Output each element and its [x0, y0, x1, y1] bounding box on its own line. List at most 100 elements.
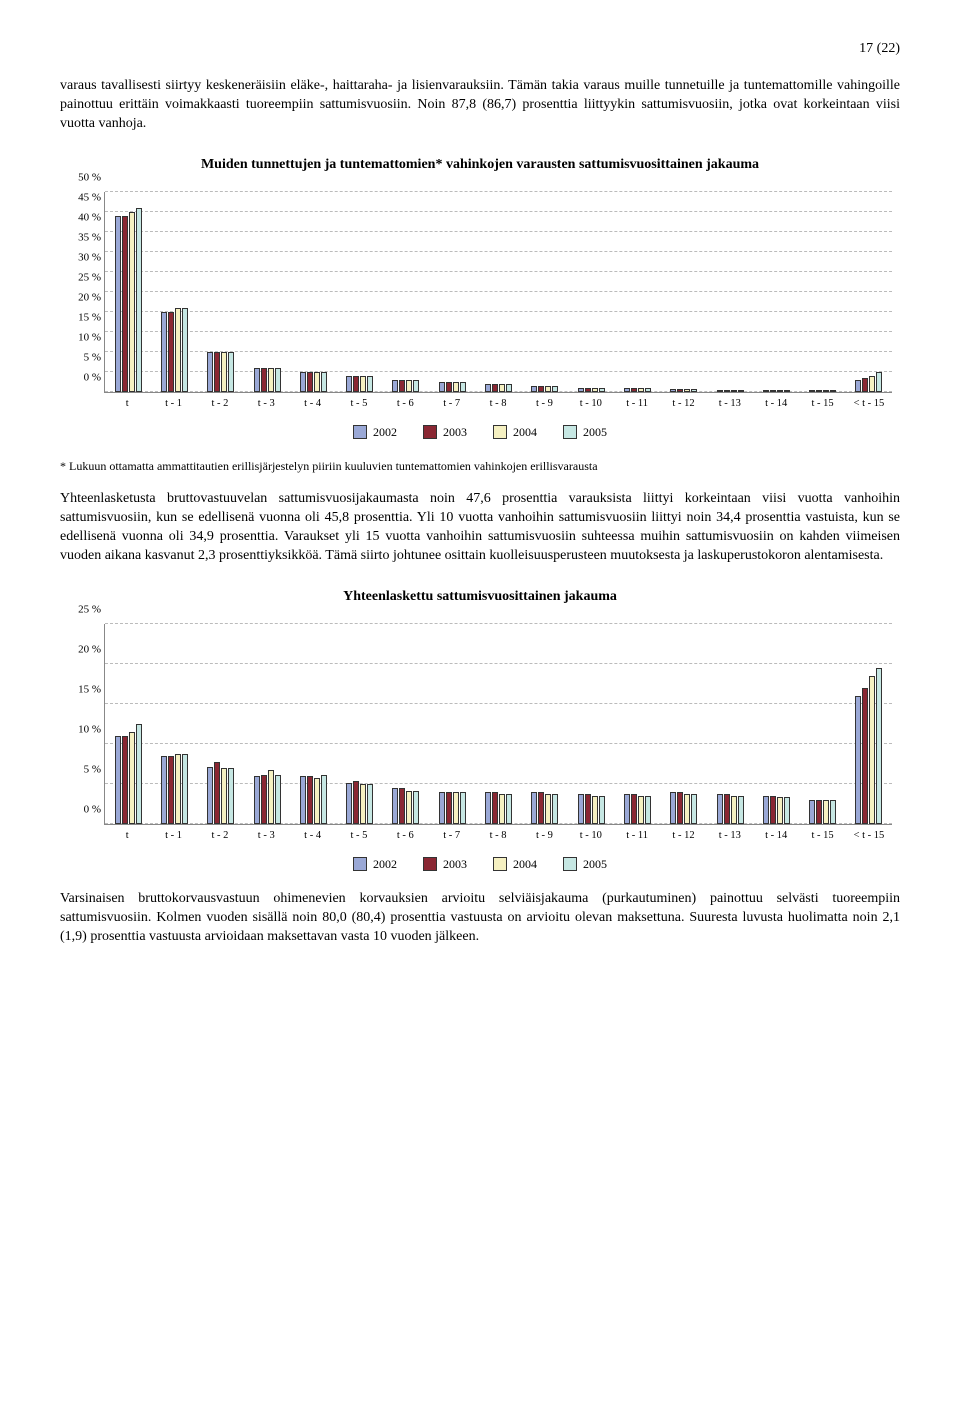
bar [314, 372, 320, 392]
bar [862, 688, 868, 824]
x-axis-label: t [104, 397, 150, 411]
bar [876, 372, 882, 392]
legend-swatch [493, 425, 507, 439]
bar [439, 382, 445, 392]
bar-group [614, 624, 660, 824]
bar [254, 776, 260, 824]
bar [446, 792, 452, 824]
bar [631, 388, 637, 392]
x-axis-label: t - 11 [614, 397, 660, 411]
bar [531, 386, 537, 392]
bar [763, 796, 769, 824]
bar-group [383, 192, 429, 392]
paragraph-final: Varsinaisen bruttokorvausvastuun ohimene… [60, 890, 900, 947]
bar [129, 212, 135, 392]
legend-swatch [493, 857, 507, 871]
y-axis-label: 25 % [61, 602, 101, 617]
bar [453, 382, 459, 392]
x-axis-label: t - 14 [753, 829, 799, 843]
bar [353, 781, 359, 824]
bar [724, 794, 730, 824]
y-axis-label: 0 % [61, 370, 101, 385]
bar [724, 390, 730, 392]
bar [684, 794, 690, 824]
bar [168, 312, 174, 392]
y-axis-label: 50 % [61, 170, 101, 185]
bar [578, 794, 584, 824]
bar [214, 762, 220, 824]
bar [392, 380, 398, 392]
chart2-title: Yhteenlaskettu sattumisvuosittainen jaka… [60, 588, 900, 607]
bar [592, 796, 598, 825]
legend-swatch [353, 857, 367, 871]
bar [677, 389, 683, 392]
x-axis-label: t - 2 [197, 397, 243, 411]
y-axis-label: 40 % [61, 210, 101, 225]
y-axis-label: 25 % [61, 270, 101, 285]
bar [214, 352, 220, 392]
legend-swatch [563, 857, 577, 871]
bar [115, 736, 121, 824]
bar [816, 800, 822, 824]
x-axis-label: t - 3 [243, 397, 289, 411]
bar [592, 388, 598, 393]
legend-label: 2003 [443, 424, 467, 440]
bar [175, 754, 181, 824]
bar [453, 792, 459, 824]
bar-group [151, 624, 197, 824]
x-axis-label: t - 5 [336, 397, 382, 411]
bar [585, 794, 591, 824]
bar-group [799, 192, 845, 392]
bar [406, 791, 412, 825]
bar-group [707, 192, 753, 392]
bar [684, 389, 690, 392]
bar [485, 792, 491, 824]
x-axis-label: t - 9 [521, 829, 567, 843]
legend-swatch [353, 425, 367, 439]
bar [784, 797, 790, 824]
x-axis-label: t - 15 [799, 829, 845, 843]
y-axis-label: 10 % [61, 330, 101, 345]
bar [763, 390, 769, 392]
y-axis-label: 45 % [61, 190, 101, 205]
bar [182, 754, 188, 824]
page-number: 17 (22) [60, 40, 900, 59]
bar [122, 216, 128, 392]
bar [321, 372, 327, 392]
bar [691, 794, 697, 824]
legend-swatch [423, 857, 437, 871]
bar [307, 776, 313, 824]
bar-group [522, 192, 568, 392]
bar-group [846, 624, 892, 824]
bar [823, 390, 829, 392]
x-axis-label: t - 10 [568, 829, 614, 843]
bar [122, 736, 128, 824]
bar [346, 376, 352, 392]
bar [876, 668, 882, 824]
x-axis-label: t - 12 [660, 397, 706, 411]
bar [717, 794, 723, 824]
bar [578, 388, 584, 393]
bar [717, 390, 723, 392]
bar [545, 386, 551, 392]
legend-label: 2005 [583, 424, 607, 440]
y-axis-label: 5 % [61, 350, 101, 365]
bar [413, 380, 419, 392]
legend-item: 2002 [353, 424, 397, 440]
x-axis-label: t - 5 [336, 829, 382, 843]
bar [367, 784, 373, 824]
bar [645, 388, 651, 392]
bar [770, 796, 776, 824]
bar [784, 390, 790, 392]
bar [460, 792, 466, 824]
legend-label: 2003 [443, 856, 467, 872]
bar [161, 312, 167, 392]
bar [855, 380, 861, 392]
bar-group [290, 192, 336, 392]
bar [830, 800, 836, 824]
bar [275, 368, 281, 392]
bar-group [753, 624, 799, 824]
legend-item: 2003 [423, 856, 467, 872]
bar [599, 796, 605, 825]
legend-item: 2004 [493, 424, 537, 440]
